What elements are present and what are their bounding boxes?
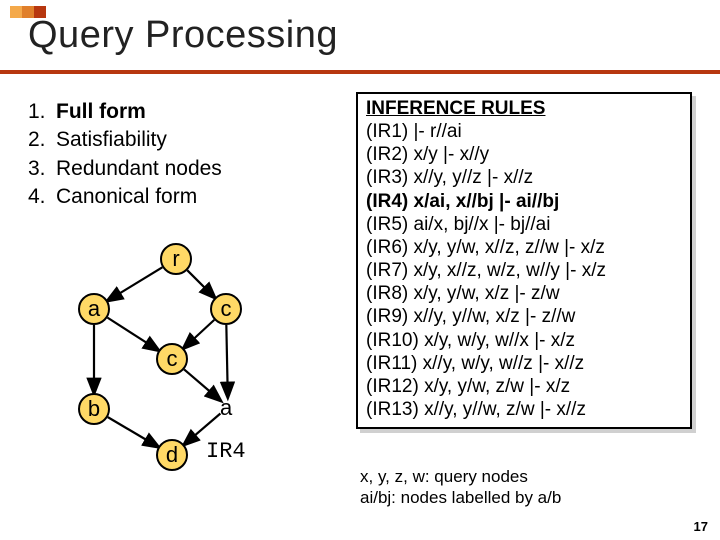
left-column: 1.Full form2.Satisfiability3.Redundant n… bbox=[28, 98, 338, 493]
edge bbox=[184, 320, 215, 348]
node-r: r bbox=[160, 243, 192, 275]
rule-line: (IR3) x//y, y//z |- x//z bbox=[366, 166, 682, 189]
node-b: b bbox=[78, 393, 110, 425]
node-c1: c bbox=[210, 293, 242, 325]
title-bar: Query Processing bbox=[0, 0, 720, 74]
edge bbox=[107, 318, 158, 351]
node-a: a bbox=[78, 293, 110, 325]
list-item: 2.Satisfiability bbox=[28, 126, 338, 154]
list-item: 1.Full form bbox=[28, 98, 338, 126]
rule-line: (IR12) x/y, y/w, z/w |- x/z bbox=[366, 375, 682, 398]
ir4-label: IR4 bbox=[206, 439, 246, 464]
edge bbox=[187, 271, 214, 298]
node-d: d bbox=[156, 439, 188, 471]
rule-line: (IR10) x/y, w/y, w//x |- x/z bbox=[366, 329, 682, 352]
list-number: 3. bbox=[28, 155, 56, 183]
page-number: 17 bbox=[694, 519, 708, 534]
edge bbox=[108, 268, 163, 301]
list-text: Canonical form bbox=[56, 183, 197, 211]
edge bbox=[226, 325, 227, 397]
inference-rules-box: INFERENCE RULES (IR1) |- r//ai(IR2) x/y … bbox=[356, 92, 692, 429]
node-c2: c bbox=[156, 343, 188, 375]
node-leaf-a: a bbox=[220, 395, 232, 421]
edge bbox=[108, 418, 158, 448]
list-text: Satisfiability bbox=[56, 126, 167, 154]
list-number: 2. bbox=[28, 126, 56, 154]
list-item: 4.Canonical form bbox=[28, 183, 338, 211]
accent-square bbox=[10, 6, 22, 18]
rule-line: (IR1) |- r//ai bbox=[366, 120, 682, 143]
rule-line: (IR11) x//y, w/y, w//z |- x//z bbox=[366, 352, 682, 375]
rule-line: (IR8) x/y, y/w, x/z |- z/w bbox=[366, 282, 682, 305]
legend-line: x, y, z, w: query nodes bbox=[360, 466, 561, 487]
legend: x, y, z, w: query nodesai/bj: nodes labe… bbox=[360, 466, 561, 509]
rule-line: (IR4) x/ai, x//bj |- ai//bj bbox=[366, 190, 682, 213]
rule-line: (IR6) x/y, y/w, x//z, z//w |- x/z bbox=[366, 236, 682, 259]
legend-line: ai/bj: nodes labelled by a/b bbox=[360, 487, 561, 508]
list-number: 4. bbox=[28, 183, 56, 211]
list-item: 3.Redundant nodes bbox=[28, 155, 338, 183]
edge bbox=[184, 370, 220, 401]
rule-line: (IR7) x/y, x//z, w/z, w//y |- x/z bbox=[366, 259, 682, 282]
rules-header: INFERENCE RULES bbox=[366, 98, 682, 120]
rules-list: (IR1) |- r//ai(IR2) x/y |- x//y(IR3) x//… bbox=[366, 120, 682, 421]
rule-line: (IR9) x//y, y//w, x/z |- z//w bbox=[366, 305, 682, 328]
slide-title: Query Processing bbox=[28, 14, 338, 57]
numbered-list: 1.Full form2.Satisfiability3.Redundant n… bbox=[28, 98, 338, 211]
list-text: Full form bbox=[56, 98, 146, 126]
list-text: Redundant nodes bbox=[56, 155, 222, 183]
rule-line: (IR5) ai/x, bj//x |- bj//ai bbox=[366, 213, 682, 236]
rule-line: (IR13) x//y, y//w, z/w |- x//z bbox=[366, 398, 682, 421]
list-number: 1. bbox=[28, 98, 56, 126]
rule-line: (IR2) x/y |- x//y bbox=[366, 143, 682, 166]
graph-diagram: r a cc b d a IR4 bbox=[38, 243, 308, 493]
